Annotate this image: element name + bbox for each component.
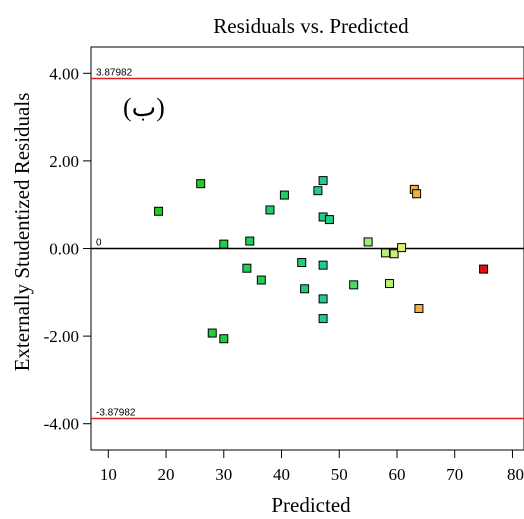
data-points bbox=[154, 176, 489, 344]
data-point bbox=[389, 249, 399, 259]
data-point bbox=[479, 264, 489, 274]
x-tick-label: 70 bbox=[446, 465, 463, 484]
data-point bbox=[318, 260, 328, 270]
data-point bbox=[279, 190, 289, 200]
data-point bbox=[297, 258, 307, 268]
data-point bbox=[324, 215, 334, 225]
x-tick-label: 80 bbox=[507, 465, 524, 484]
data-point bbox=[265, 205, 275, 215]
data-point bbox=[384, 279, 394, 289]
y-axis-label: Externally Studentized Residuals bbox=[10, 93, 34, 372]
data-point bbox=[414, 304, 424, 314]
data-point bbox=[318, 294, 328, 304]
x-axis-label: Predicted bbox=[271, 493, 351, 517]
y-tick-label: 4.00 bbox=[49, 64, 79, 83]
y-tick-label: -2.00 bbox=[44, 327, 79, 346]
data-point bbox=[380, 248, 390, 258]
data-point bbox=[256, 275, 266, 285]
x-tick-label: 40 bbox=[273, 465, 290, 484]
data-point bbox=[196, 179, 206, 189]
data-point bbox=[242, 263, 252, 273]
data-point bbox=[397, 243, 407, 253]
chart-title: Residuals vs. Predicted bbox=[213, 14, 409, 38]
y-tick-label: 0.00 bbox=[49, 240, 79, 259]
y-tick-label: -4.00 bbox=[44, 415, 79, 434]
x-tick-label: 60 bbox=[388, 465, 405, 484]
y-tick-label: 2.00 bbox=[49, 152, 79, 171]
x-axis: 10 20 30 40 50 60 70 80 bbox=[100, 450, 524, 484]
data-point bbox=[219, 334, 229, 344]
reference-line-label: 3.87982 bbox=[96, 68, 133, 79]
data-point bbox=[349, 280, 359, 290]
data-point bbox=[245, 236, 255, 246]
data-point bbox=[412, 189, 422, 199]
data-point bbox=[207, 328, 217, 338]
x-tick-label: 50 bbox=[331, 465, 348, 484]
reference-line-label: -3.87982 bbox=[96, 407, 136, 418]
data-point bbox=[363, 237, 373, 247]
panel-annotation: (ب) bbox=[123, 93, 165, 122]
data-point bbox=[219, 239, 229, 249]
data-point bbox=[313, 186, 323, 196]
reference-lines: 3.87982 0 -3.87982 bbox=[91, 68, 524, 420]
x-tick-label: 30 bbox=[215, 465, 232, 484]
x-tick-label: 20 bbox=[158, 465, 175, 484]
data-point bbox=[318, 176, 328, 186]
data-point bbox=[300, 284, 310, 294]
data-point bbox=[318, 314, 328, 324]
data-point bbox=[154, 206, 164, 216]
x-tick-label: 10 bbox=[100, 465, 117, 484]
y-axis: 4.00 2.00 0.00 -2.00 -4.00 bbox=[44, 64, 91, 434]
reference-line-label: 0 bbox=[96, 238, 102, 249]
